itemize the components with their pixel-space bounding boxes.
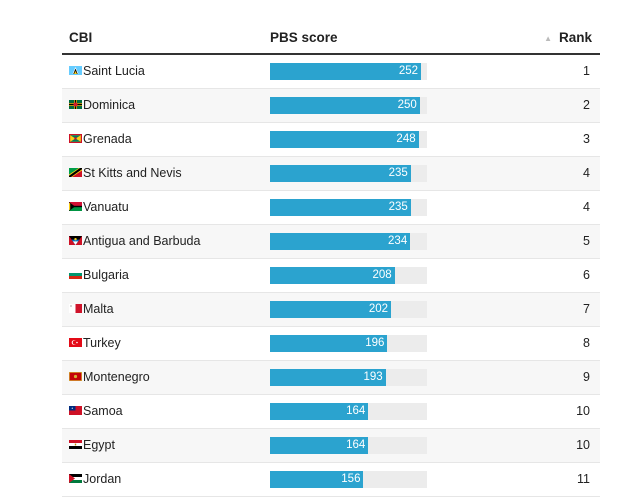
bar-egypt: 164 <box>270 437 369 454</box>
bar-track: 250 <box>270 97 427 114</box>
jordan-flag-icon <box>69 474 82 483</box>
table-row: Turkey 196 8 <box>62 327 600 361</box>
ranking-table: CBI PBS score ▲ Rank Saint Lucia 252 1 Domi… <box>62 22 600 497</box>
bar-value-label: 252 <box>398 65 418 77</box>
st-kitts-and-nevis-flag-icon <box>69 168 82 177</box>
rank-value: 4 <box>583 200 590 214</box>
column-header-pbs-score[interactable]: PBS score <box>270 30 338 45</box>
malta-flag-icon <box>69 304 82 313</box>
table-row: Bulgaria 208 6 <box>62 259 600 293</box>
bar-track: 235 <box>270 199 427 216</box>
bar-grenada: 248 <box>270 131 419 148</box>
country-label-malta: Malta <box>83 302 114 316</box>
rank-value: 10 <box>576 438 590 452</box>
bar-track: 202 <box>270 301 427 318</box>
turkey-flag-icon <box>69 338 82 347</box>
bar-value-label: 164 <box>346 405 366 417</box>
sort-ascending-icon[interactable]: ▲ <box>544 34 552 43</box>
vanuatu-flag-icon <box>69 202 82 211</box>
bar-value-label: 250 <box>397 99 417 111</box>
rank-value: 3 <box>583 132 590 146</box>
bar-turkey: 196 <box>270 335 388 352</box>
bar-value-label: 208 <box>372 269 392 281</box>
egypt-flag-icon <box>69 440 82 449</box>
table-row: Grenada 248 3 <box>62 123 600 157</box>
table-row: Samoa 164 10 <box>62 395 600 429</box>
table-header: CBI PBS score ▲ Rank <box>62 22 600 55</box>
saint-lucia-flag-icon <box>69 66 82 75</box>
bar-value-label: 248 <box>396 133 416 145</box>
bar-value-label: 234 <box>388 235 408 247</box>
bar-track: 235 <box>270 165 427 182</box>
bar-malta: 202 <box>270 301 392 318</box>
table-row: Antigua and Barbuda 234 5 <box>62 225 600 259</box>
antigua-and-barbuda-flag-icon <box>69 236 82 245</box>
country-label-turkey: Turkey <box>83 336 121 350</box>
bar-track: 156 <box>270 471 427 488</box>
country-label-vanuatu: Vanuatu <box>83 200 129 214</box>
country-label-montenegro: Montenegro <box>83 370 150 384</box>
bulgaria-flag-icon <box>69 270 82 279</box>
bar-samoa: 164 <box>270 403 369 420</box>
country-label-st-kitts-and-nevis: St Kitts and Nevis <box>83 166 182 180</box>
rank-value: 4 <box>583 166 590 180</box>
bar-value-label: 202 <box>368 303 389 315</box>
bar-track: 208 <box>270 267 427 284</box>
bar-value-label: 196 <box>365 337 385 349</box>
bar-track: 196 <box>270 335 427 352</box>
montenegro-flag-icon <box>69 372 82 381</box>
samoa-flag-icon <box>69 406 82 415</box>
table-row: Vanuatu 235 4 <box>62 191 600 225</box>
rank-value: 5 <box>583 234 590 248</box>
bar-value-label: 193 <box>363 371 383 383</box>
bar-bulgaria: 208 <box>270 267 395 284</box>
country-label-grenada: Grenada <box>83 132 132 146</box>
country-label-antigua-and-barbuda: Antigua and Barbuda <box>83 234 201 248</box>
bar-jordan: 156 <box>270 471 364 488</box>
rank-value: 10 <box>576 404 590 418</box>
country-label-bulgaria: Bulgaria <box>83 268 129 282</box>
bar-value-label: 235 <box>388 201 408 213</box>
country-label-saint-lucia: Saint Lucia <box>83 64 145 78</box>
bar-track: 193 <box>270 369 427 386</box>
bar-track: 164 <box>270 437 427 454</box>
table-row: Dominica 250 2 <box>62 89 600 123</box>
country-label-egypt: Egypt <box>83 438 115 452</box>
table-row: Malta 202 7 <box>62 293 600 327</box>
rank-value: 7 <box>583 302 590 316</box>
bar-track: 252 <box>270 63 427 80</box>
country-label-samoa: Samoa <box>83 404 123 418</box>
rank-value: 2 <box>583 98 590 112</box>
bar-track: 248 <box>270 131 427 148</box>
grenada-flag-icon <box>69 134 82 143</box>
table-row: Jordan 156 11 <box>62 463 600 497</box>
rank-value: 1 <box>583 64 590 78</box>
rank-value: 8 <box>583 336 590 350</box>
table-row: Saint Lucia 252 1 <box>62 55 600 89</box>
column-header-cbi[interactable]: CBI <box>69 30 93 45</box>
table-body: Saint Lucia 252 1 Dominica 250 2 Grenada 248 3 St… <box>62 55 600 497</box>
country-label-dominica: Dominica <box>83 98 136 112</box>
bar-montenegro: 193 <box>270 369 386 386</box>
rank-value: 11 <box>577 472 590 486</box>
bar-value-label: 156 <box>341 473 361 485</box>
country-label-jordan: Jordan <box>83 472 122 486</box>
bar-value-label: 235 <box>388 167 408 179</box>
table-row: Montenegro 193 9 <box>62 361 600 395</box>
rank-value: 6 <box>583 268 590 282</box>
bar-st-kitts-and-nevis: 235 <box>270 165 411 182</box>
column-header-rank[interactable]: Rank <box>558 30 592 45</box>
bar-track: 164 <box>270 403 427 420</box>
rank-value: 9 <box>583 370 590 384</box>
bar-vanuatu: 235 <box>270 199 411 216</box>
table-row: Egypt 164 10 <box>62 429 600 463</box>
bar-saint-lucia: 252 <box>270 63 421 80</box>
bar-dominica: 250 <box>270 97 420 114</box>
bar-value-label: 164 <box>346 439 366 451</box>
table-row: St Kitts and Nevis 235 4 <box>62 157 600 191</box>
bar-antigua-and-barbuda: 234 <box>270 233 411 250</box>
dominica-flag-icon <box>69 100 82 109</box>
bar-track: 234 <box>270 233 427 250</box>
